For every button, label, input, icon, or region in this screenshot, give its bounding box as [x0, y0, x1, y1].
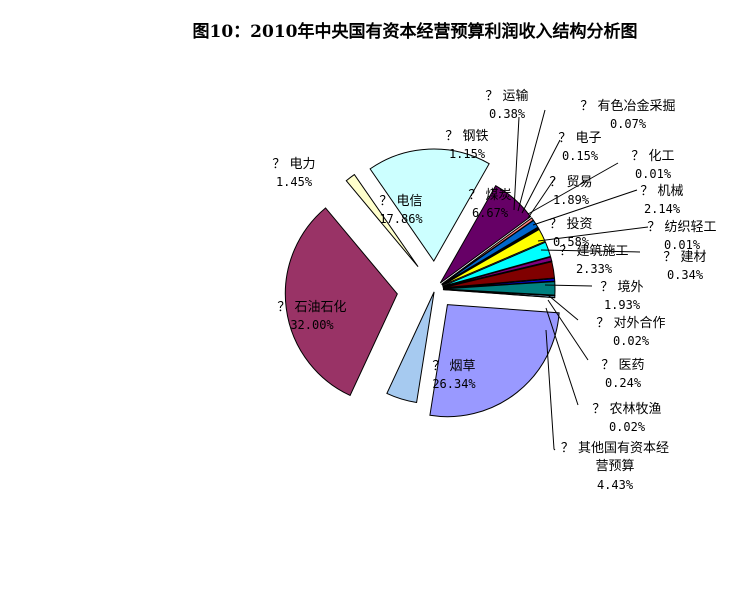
slice-label: ？ 建筑施工	[559, 243, 628, 259]
slice-label: 营预算	[595, 459, 634, 474]
leader-line	[540, 249, 641, 253]
leader-line	[537, 226, 649, 242]
pie-slice	[345, 173, 419, 268]
leader-line	[521, 139, 561, 214]
slice-value-label: 1.93%	[604, 298, 641, 312]
slice-label: ？ 贸易	[549, 175, 592, 190]
slice-value-label: 32.00%	[290, 318, 334, 332]
slice-label: ？ 建材	[663, 250, 706, 265]
slice-value-label: 0.02%	[613, 334, 650, 348]
slice-label: ？ 农林牧渔	[592, 402, 661, 417]
slice-label: ？ 石油石化	[277, 300, 346, 315]
pie-slices	[284, 148, 560, 418]
slice-label: ？ 境外	[600, 280, 643, 295]
slice-label: ？ 医药	[601, 358, 644, 373]
slice-value-label: 17.86%	[379, 212, 423, 226]
leader-line	[544, 284, 593, 287]
pie-slice	[429, 304, 560, 418]
pie-slice	[441, 228, 546, 286]
pie-slice	[442, 278, 556, 289]
pie-slice	[284, 207, 398, 397]
slice-label: ？ 有色冶金采掘	[580, 98, 675, 114]
slice-label: ？ 电信	[379, 194, 422, 209]
slice-label: ？ 电力	[272, 157, 315, 172]
slice-label: ？ 煤炭	[468, 188, 511, 203]
pie-slice	[442, 260, 553, 288]
slice-value-label: 0.01%	[664, 238, 701, 252]
slice-labels: 营预算 ？ 其他国有资本经 4.43% ？ 石油石化 32.00% ？ 电力 1.45% ？ …	[272, 88, 716, 492]
slice-value-label: 0.01%	[635, 167, 672, 181]
slice-label: ？ 纺织轻工	[647, 220, 716, 235]
slice-label: ？ 对外合作	[596, 316, 665, 331]
slice-value-label: 0.24%	[605, 376, 642, 390]
slice-label: ？ 机械	[640, 184, 683, 199]
slice-value-label: 26.34%	[432, 377, 476, 391]
leader-line	[532, 189, 638, 226]
slice-label: ？ 钢铁	[445, 129, 488, 144]
leader-line	[517, 109, 546, 212]
slice-value-label: 0.15%	[562, 149, 599, 163]
slice-value-label: 4.43%	[597, 478, 634, 492]
slice-label: ？ 化工	[631, 149, 674, 164]
slice-label: ？ 投资	[549, 216, 592, 232]
leader-line	[527, 177, 556, 219]
leader-line	[527, 162, 619, 215]
leader-line	[547, 299, 589, 361]
pie-slice	[369, 148, 490, 262]
slice-value-label: 1.89%	[553, 193, 590, 207]
slice-value-label: 6.67%	[472, 206, 509, 220]
slice-value-label: 0.34%	[667, 268, 704, 282]
pie-slice	[442, 261, 556, 289]
slice-value-label: 1.15%	[449, 147, 486, 161]
slice-value-label: 0.38%	[489, 107, 526, 121]
chart-title: 图10：2010年中央国有资本经营预算利润收入结构分析图	[193, 21, 638, 42]
slice-label: ？ 电子	[558, 131, 601, 146]
leader-line	[547, 294, 579, 321]
leader-lines	[513, 109, 649, 451]
slice-label: ？ 运输	[485, 88, 528, 104]
slice-value-label: 0.58%	[553, 235, 590, 249]
pie-slice	[442, 241, 552, 287]
slice-value-label: 0.07%	[610, 117, 647, 131]
slice-value-label: 1.45%	[276, 175, 313, 189]
pie-slice	[442, 289, 556, 299]
slice-value-label: 0.02%	[609, 420, 646, 434]
slice-label: ？ 其他国有资本经	[561, 441, 669, 456]
leader-line	[545, 307, 579, 406]
pie-slice	[386, 291, 435, 404]
leader-line	[545, 329, 556, 451]
leader-line	[513, 116, 520, 211]
slice-value-label: 2.14%	[644, 202, 681, 216]
slice-value-label: 2.33%	[576, 262, 613, 276]
slice-label: ？ 烟草	[432, 359, 475, 374]
